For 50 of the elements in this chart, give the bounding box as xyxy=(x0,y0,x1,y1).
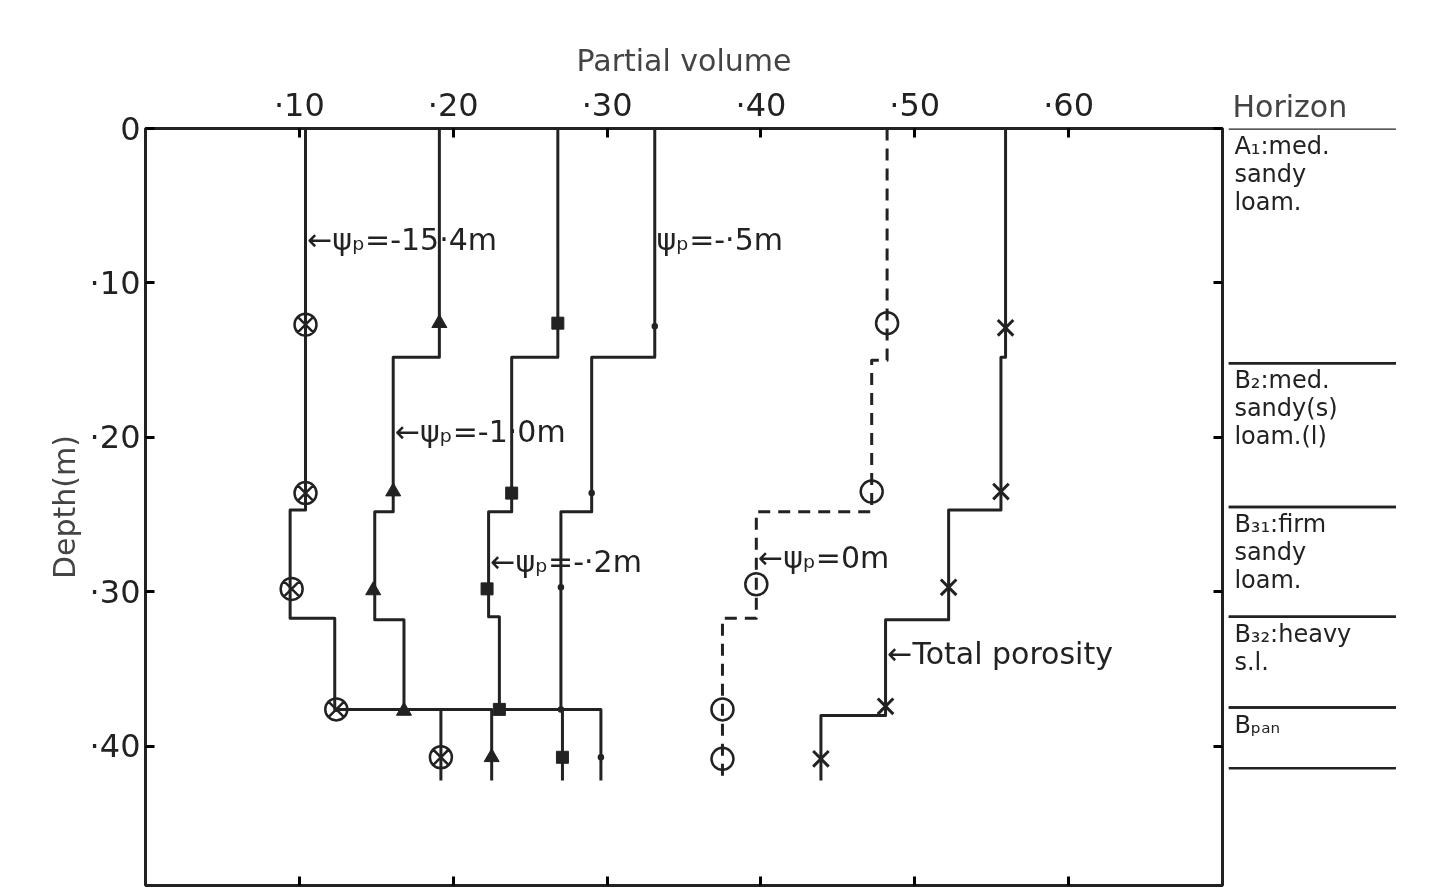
point xyxy=(385,482,402,497)
point xyxy=(991,482,1011,501)
point xyxy=(505,486,519,500)
point xyxy=(483,748,500,763)
x-tick-label: ·60 xyxy=(1043,85,1095,124)
y-tick-label: ·20 xyxy=(89,418,141,457)
point xyxy=(996,318,1015,338)
point xyxy=(811,749,831,769)
text: A₁:med. sandy loam. xyxy=(1234,131,1330,216)
y-tick-label: ·30 xyxy=(89,572,141,611)
point xyxy=(279,576,304,602)
point xyxy=(555,750,569,764)
point xyxy=(480,582,494,596)
point xyxy=(293,312,318,337)
text: Horizon xyxy=(1232,88,1348,124)
annotation: ←Total porosity xyxy=(887,636,1113,672)
point xyxy=(597,754,605,761)
point xyxy=(859,479,884,504)
y-axis-title: Depth(m) xyxy=(46,434,82,579)
point xyxy=(744,572,769,597)
point xyxy=(492,702,506,716)
point xyxy=(939,578,958,597)
point xyxy=(876,697,895,716)
point xyxy=(710,746,735,772)
x-axis-title: Partial volume xyxy=(576,42,792,78)
text: B₂:med. sandy(s) loam.(l) xyxy=(1234,366,1338,451)
point xyxy=(710,697,735,722)
point xyxy=(874,310,900,336)
x-tick-label: ·10 xyxy=(273,85,325,124)
annotation: ψₚ=-·5m xyxy=(656,222,783,258)
y-tick-label: 0 xyxy=(120,109,141,148)
x-tick-label: ·50 xyxy=(889,85,941,124)
point xyxy=(651,323,659,330)
point xyxy=(431,314,448,328)
point xyxy=(557,584,565,591)
point xyxy=(588,489,595,497)
text: B₃₁:firm sandy loam. xyxy=(1234,510,1327,594)
point xyxy=(551,316,565,330)
point xyxy=(428,745,454,770)
x-tick-label: ·30 xyxy=(581,85,633,124)
point xyxy=(557,706,565,713)
text: B₃₂:heavy s.l. xyxy=(1234,619,1352,676)
point xyxy=(293,480,318,506)
x-tick-label: ·20 xyxy=(427,85,479,124)
y-tick-label: ·40 xyxy=(89,727,141,766)
y-tick-label: ·10 xyxy=(89,263,141,302)
annotation: ←ψₚ=0m xyxy=(758,540,890,576)
point xyxy=(365,581,382,596)
x-tick-label: ·40 xyxy=(735,85,787,124)
text: Bₚₐₙ xyxy=(1234,710,1281,739)
